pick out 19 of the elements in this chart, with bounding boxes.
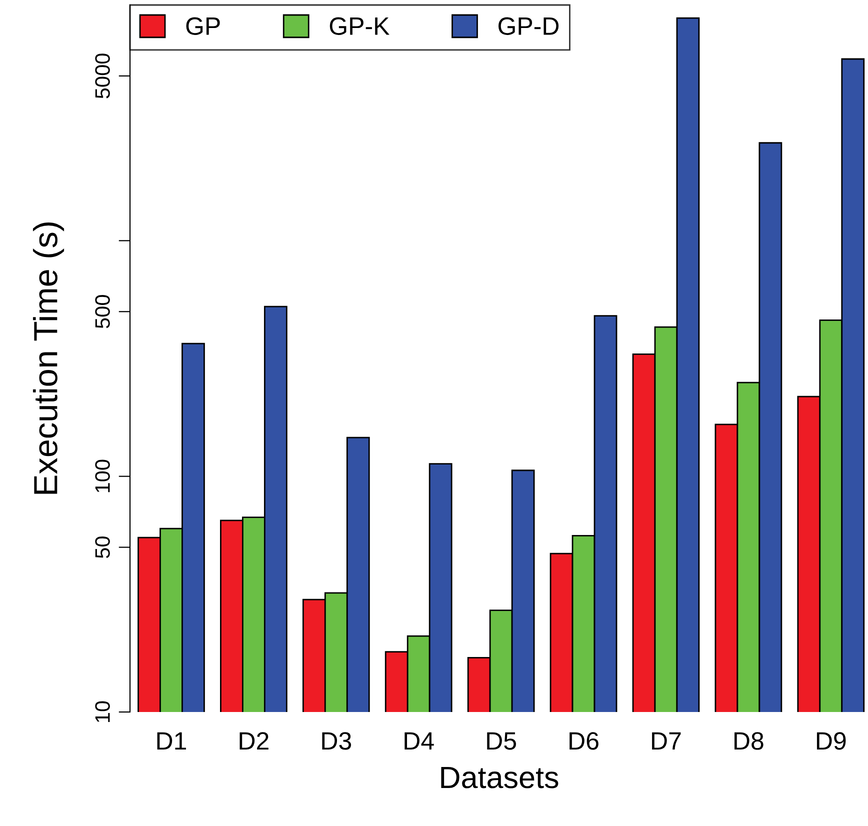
x-tick-label: D4	[404, 732, 434, 750]
y-tick-label: 500	[95, 295, 110, 328]
x-tick-label: D2	[240, 732, 268, 750]
legend-label: GP-D	[498, 17, 559, 35]
x-tick-label: D9	[816, 732, 846, 750]
y-tick-label: 50	[95, 536, 110, 558]
x-tick-label: D1	[157, 732, 186, 750]
x-tick-label: D5	[487, 732, 516, 750]
x-tick-label: D8	[734, 732, 764, 750]
legend-label: GP	[186, 17, 220, 35]
y-axis-title: Execution Time (s)	[32, 222, 64, 494]
y-tick-label: 10	[95, 701, 110, 722]
x-axis-title: Datasets	[441, 766, 558, 788]
x-tick-label: D3	[322, 732, 352, 750]
x-tick-label: D7	[652, 732, 681, 750]
x-tick-label: D6	[570, 732, 598, 750]
y-tick-label: 100	[95, 460, 110, 492]
legend-label: GP-K	[330, 17, 390, 35]
y-tick-label: 5000	[95, 54, 110, 98]
